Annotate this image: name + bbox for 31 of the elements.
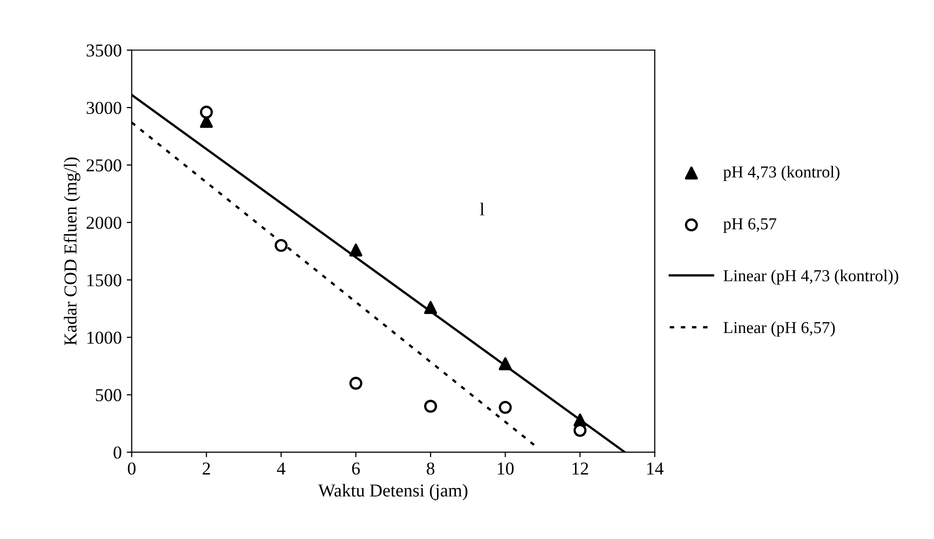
x-tick-label: 10	[498, 462, 514, 475]
point	[424, 400, 438, 413]
point	[498, 400, 512, 414]
y-tick-label: 2500	[86, 159, 122, 172]
x-tick-label: 6	[352, 462, 360, 475]
point	[349, 376, 362, 390]
y-tick-label: 1500	[87, 274, 122, 286]
x-tick-label: 12	[572, 462, 588, 474]
annotation: l	[480, 202, 484, 216]
x-tick-label: 14	[647, 462, 664, 474]
y-tick-label: 1000	[87, 332, 122, 344]
y-tick-label: 3500	[86, 44, 122, 57]
x-tick-label: 0	[128, 462, 136, 475]
point	[200, 106, 213, 119]
x-tick-label: 4	[276, 462, 286, 474]
x-axis-title: Waktu Detensi (jam)	[318, 484, 468, 500]
y-axis-title: Kadar COD Efluen (mg/l)	[64, 157, 80, 346]
legend-label: pH 6,57	[723, 218, 776, 233]
x-tick-label: 2	[202, 462, 210, 474]
point	[274, 238, 288, 252]
y-tick-label: 500	[96, 389, 122, 402]
x-tick-label: 8	[426, 462, 434, 475]
y-tick-label: 2000	[86, 216, 122, 229]
legend-label: pH 4,73 (kontrol)	[723, 166, 840, 181]
y-tick-label: 3000	[86, 102, 122, 114]
point	[424, 300, 438, 314]
y-tick-label: 0	[114, 446, 122, 459]
point	[349, 244, 362, 257]
point	[498, 357, 512, 370]
legend-label: Linear (pH 6,57)	[724, 321, 835, 337]
legend-label: Linear (pH 4,73 (kontrol))	[724, 270, 898, 285]
